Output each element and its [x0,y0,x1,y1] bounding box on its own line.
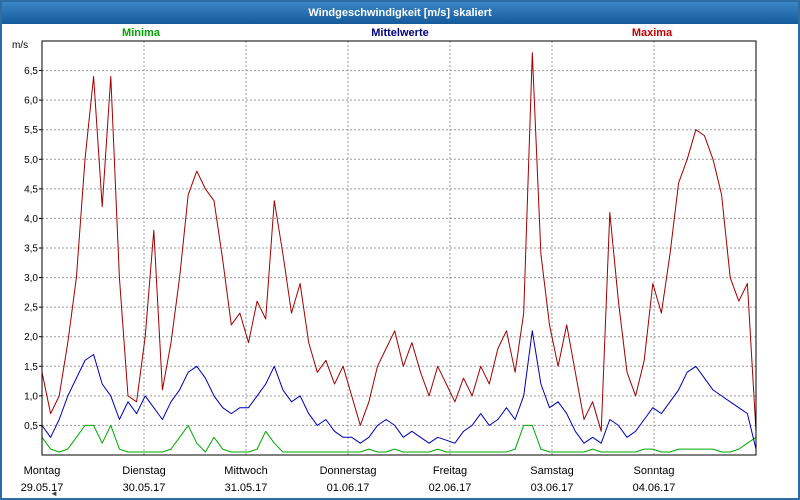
x-weekday-label: Mittwoch [224,465,267,477]
x-weekday-label: Dienstag [122,465,165,477]
x-weekday-label: Freitag [433,465,467,477]
x-day-labels: Montag 29.05.17 Dienstag 30.05.17 Mittwoch 31… [21,465,676,494]
y-tick-label: 2,5 [24,303,38,314]
y-tick-label: 1,5 [24,362,38,373]
x-date-label: 04.06.17 [633,482,676,494]
x-date-label: 03.06.17 [531,482,574,494]
title-bar: Windgeschwindigkeit [m/s] skaliert [2,2,798,24]
y-tick-label: 4,5 [24,184,38,195]
legend-mittelwerte: Mittelwerte [371,27,428,39]
legend-maxima: Maxima [632,27,673,39]
y-axis-unit-label: m/s [12,40,28,51]
series-lines [41,52,757,453]
series-line-minima [41,424,757,453]
x-date-label: 01.06.17 [327,482,370,494]
plot-border [41,40,757,456]
x-date-label: 02.06.17 [429,482,472,494]
y-tick-label: 2,0 [24,332,38,343]
y-tick-label: 6,5 [24,66,38,77]
legend-minima: Minima [122,27,161,39]
y-tick-label: 0,5 [24,421,38,432]
y-tick-label: 4,0 [24,214,38,225]
y-tick-label: 3,0 [24,273,38,284]
wind-speed-chart: Minima Mittelwerte Maxima m/s 0,5 1,0 1,5 2… [12,27,757,494]
series-line-mittelwerte [41,330,757,450]
y-tick-label: 3,5 [24,244,38,255]
x-date-label: 29.05.17 [21,482,64,494]
x-date-label: 31.05.17 [225,482,268,494]
x-weekday-label: Samstag [530,465,573,477]
x-date-label: 30.05.17 [123,482,166,494]
y-tick-labels: 0,5 1,0 1,5 2,0 2,5 3,0 3,5 4,0 4,5 5,0 5,5 6,0 6,5 [24,66,38,432]
series-line-maxima [41,52,757,432]
scroll-left-arrow[interactable]: ◄ [50,489,58,498]
y-tick-label: 5,0 [24,155,38,166]
window-title: Windgeschwindigkeit [m/s] skaliert [308,7,492,19]
x-weekday-label: Montag [24,465,61,477]
y-tick-label: 5,5 [24,125,38,136]
x-weekday-label: Donnerstag [320,465,377,477]
gridlines [39,41,756,455]
x-weekday-label: Sonntag [634,465,675,477]
y-tick-label: 6,0 [24,96,38,107]
y-tick-label: 1,0 [24,391,38,402]
